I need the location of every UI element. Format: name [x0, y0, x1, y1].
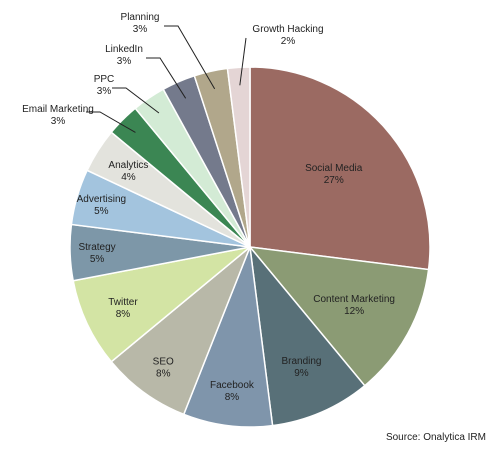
- slice-value-growth-hacking: 2%: [281, 36, 296, 47]
- slice-label-growth-hacking: Growth Hacking: [252, 24, 323, 35]
- slice-label-social-media: Social Media: [305, 163, 363, 174]
- slice-label-linkedin: LinkedIn: [105, 44, 143, 55]
- slice-label-seo: SEO: [153, 356, 174, 367]
- slice-content-marketing: [248, 246, 430, 387]
- slice-value-social-media: 27%: [324, 175, 344, 186]
- slice-value-strategy: 5%: [90, 254, 105, 265]
- leader-line-growth-hacking: [239, 37, 247, 86]
- slice-value-facebook: 8%: [225, 392, 240, 403]
- slice-label-planning: Planning: [121, 12, 160, 23]
- source-note: Source: Onalytica IRM: [385, 432, 486, 443]
- slice-growth-hacking: [226, 66, 251, 248]
- slice-label-content-marketing: Content Marketing: [313, 294, 395, 305]
- leader-line-email-marketing: [86, 111, 136, 133]
- slice-label-strategy: Strategy: [78, 242, 115, 253]
- slice-value-analytics: 4%: [121, 172, 136, 183]
- slice-value-planning: 3%: [133, 24, 148, 35]
- slice-label-email-marketing: Email Marketing: [22, 104, 94, 115]
- slice-social-media: [249, 66, 431, 271]
- slice-value-seo: 8%: [156, 368, 171, 379]
- slice-label-analytics: Analytics: [108, 160, 148, 171]
- leader-line-linkedin: [146, 57, 187, 99]
- slice-value-ppc: 3%: [97, 86, 112, 97]
- slice-label-advertising: Advertising: [77, 194, 126, 205]
- slice-value-twitter: 8%: [116, 309, 131, 320]
- slice-seo: [110, 246, 251, 416]
- slice-label-ppc: PPC: [94, 74, 115, 85]
- slice-label-branding: Branding: [281, 356, 321, 367]
- slice-value-email-marketing: 3%: [51, 116, 66, 127]
- slice-value-content-marketing: 12%: [344, 306, 364, 317]
- leader-line-ppc: [112, 87, 160, 114]
- slice-label-twitter: Twitter: [108, 297, 138, 308]
- slice-facebook: [182, 246, 274, 428]
- slice-value-advertising: 5%: [94, 206, 109, 217]
- leader-line-planning: [164, 25, 216, 90]
- slice-value-branding: 9%: [294, 368, 309, 379]
- slice-value-linkedin: 3%: [117, 56, 132, 67]
- slice-label-facebook: Facebook: [210, 380, 255, 391]
- slice-branding: [248, 244, 366, 427]
- slice-twitter: [72, 246, 251, 363]
